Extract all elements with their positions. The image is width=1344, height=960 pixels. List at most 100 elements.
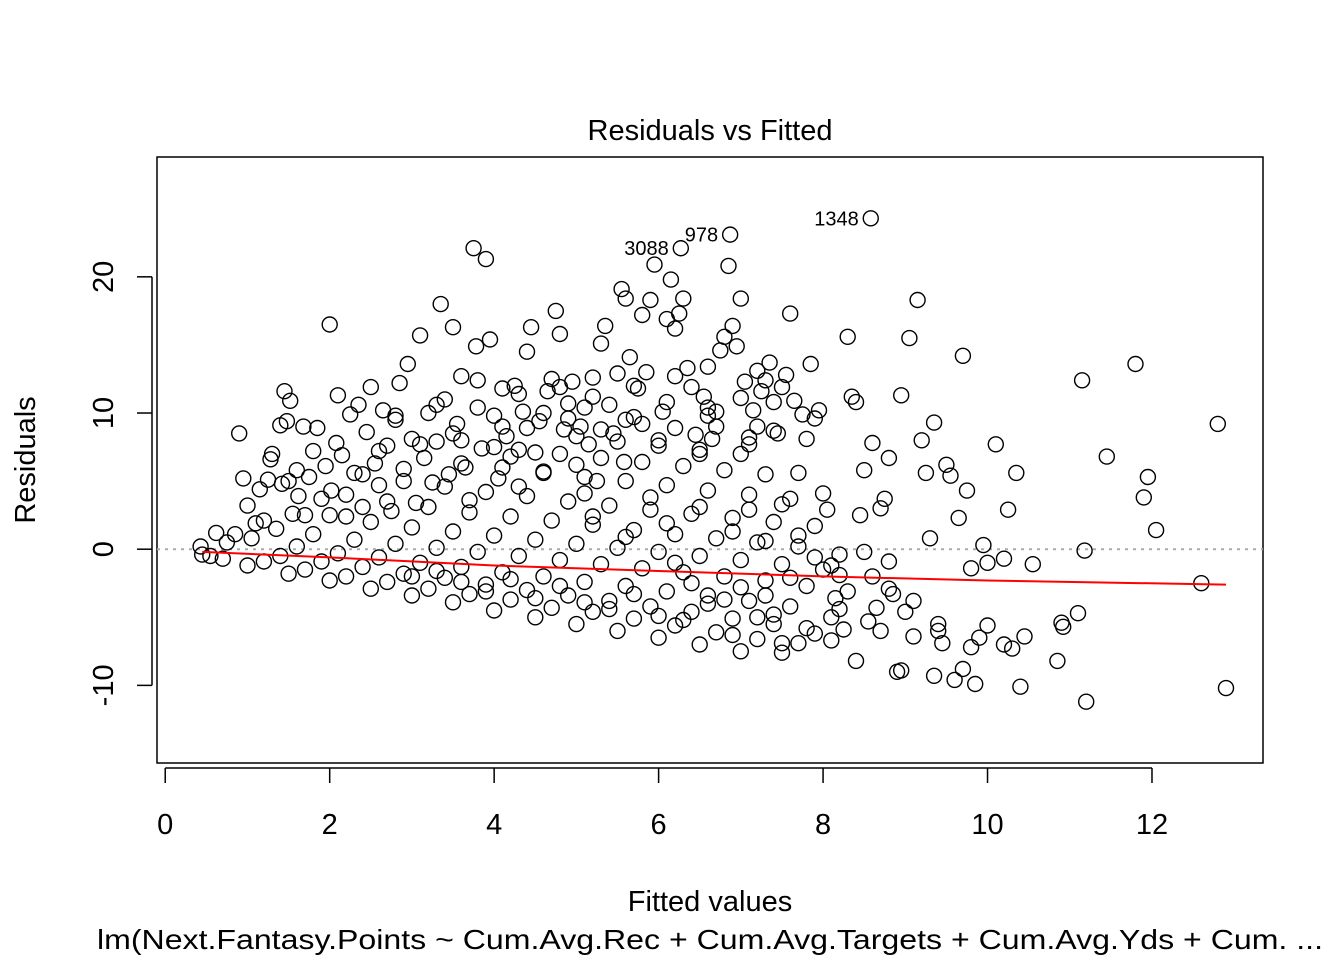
- data-point: [823, 557, 840, 574]
- data-point: [666, 617, 684, 634]
- data-point: [251, 481, 268, 498]
- data-point: [683, 378, 700, 396]
- data-point: [395, 565, 412, 582]
- data-point: [469, 372, 486, 389]
- data-point: [436, 391, 453, 408]
- data-point: [666, 419, 684, 437]
- x-tick-label: 0: [157, 809, 173, 841]
- data-point: [551, 551, 569, 569]
- data-point: [1054, 618, 1072, 635]
- data-point: [839, 583, 856, 600]
- data-point: [494, 459, 511, 476]
- data-point: [584, 508, 601, 525]
- data-point: [354, 498, 371, 516]
- data-point: [749, 418, 766, 435]
- data-point: [654, 403, 671, 420]
- data-point: [313, 490, 330, 507]
- data-point: [584, 603, 601, 620]
- data-point: [823, 609, 840, 626]
- data-point: [535, 568, 552, 585]
- data-point: [1016, 628, 1033, 645]
- data-point: [317, 457, 334, 475]
- data-point: [432, 295, 449, 313]
- data-point: [708, 624, 725, 641]
- data-point: [769, 425, 786, 442]
- data-point: [214, 550, 232, 567]
- data-point: [477, 583, 495, 600]
- data-point: [683, 603, 700, 620]
- data-point: [555, 421, 573, 438]
- data-point: [379, 573, 396, 591]
- data-point: [362, 378, 379, 396]
- data-point: [276, 383, 293, 400]
- data-point: [782, 569, 799, 586]
- data-point: [782, 305, 799, 322]
- data-point: [831, 600, 848, 618]
- data-point: [350, 396, 367, 413]
- data-point: [823, 632, 840, 649]
- data-point: [642, 291, 659, 309]
- data-point: [453, 432, 470, 449]
- data-point: [342, 406, 359, 423]
- data-point: [535, 404, 552, 422]
- data-point: [601, 396, 618, 413]
- data-point: [514, 403, 532, 420]
- data-point: [576, 399, 593, 416]
- data-point: [290, 487, 307, 505]
- data-point: [847, 393, 865, 411]
- data-point: [1049, 652, 1066, 670]
- data-point: [192, 538, 209, 555]
- data-point: [930, 615, 947, 633]
- data-point: [962, 639, 980, 656]
- data-point: [798, 620, 815, 637]
- data-point: [925, 414, 943, 431]
- data-point: [675, 611, 692, 629]
- data-point: [786, 392, 803, 409]
- data-point: [880, 553, 898, 570]
- data-point: [391, 374, 408, 392]
- data-point: [296, 507, 314, 524]
- data-point: [740, 429, 758, 446]
- data-point: [428, 396, 445, 413]
- data-point: [379, 493, 396, 510]
- data-point: [720, 257, 737, 275]
- data-point: [354, 466, 371, 483]
- data-point: [666, 320, 684, 337]
- data-point: [773, 644, 791, 661]
- data-point: [675, 457, 692, 475]
- data-point: [856, 462, 873, 479]
- y-tick-label: 0: [88, 541, 120, 557]
- data-point: [259, 471, 277, 488]
- data-point: [995, 636, 1013, 653]
- data-point: [831, 546, 848, 563]
- data-point: [395, 472, 412, 490]
- data-point: [691, 445, 708, 463]
- data-point: [843, 388, 860, 405]
- data-point: [699, 595, 717, 612]
- data-point: [798, 577, 815, 595]
- data-point: [477, 576, 495, 593]
- data-point: [732, 643, 749, 660]
- data-point: [321, 316, 338, 333]
- data-point: [675, 290, 692, 307]
- data-point: [975, 536, 992, 554]
- data-point: [502, 571, 519, 588]
- data-point: [255, 512, 273, 529]
- data-point: [370, 477, 388, 494]
- data-point: [323, 482, 340, 499]
- data-point: [650, 629, 667, 646]
- data-point: [560, 395, 577, 412]
- data-point: [444, 594, 462, 611]
- data-point: [716, 591, 733, 608]
- data-point: [403, 430, 421, 448]
- data-point: [749, 630, 766, 648]
- data-point: [864, 434, 881, 452]
- data-point: [893, 662, 910, 679]
- data-point: [650, 432, 667, 449]
- data-point: [782, 598, 799, 615]
- x-axis-label: Fitted values: [628, 886, 792, 918]
- data-point: [979, 554, 996, 571]
- data-point: [1004, 640, 1021, 657]
- data-point: [477, 483, 495, 501]
- data-point: [757, 587, 774, 604]
